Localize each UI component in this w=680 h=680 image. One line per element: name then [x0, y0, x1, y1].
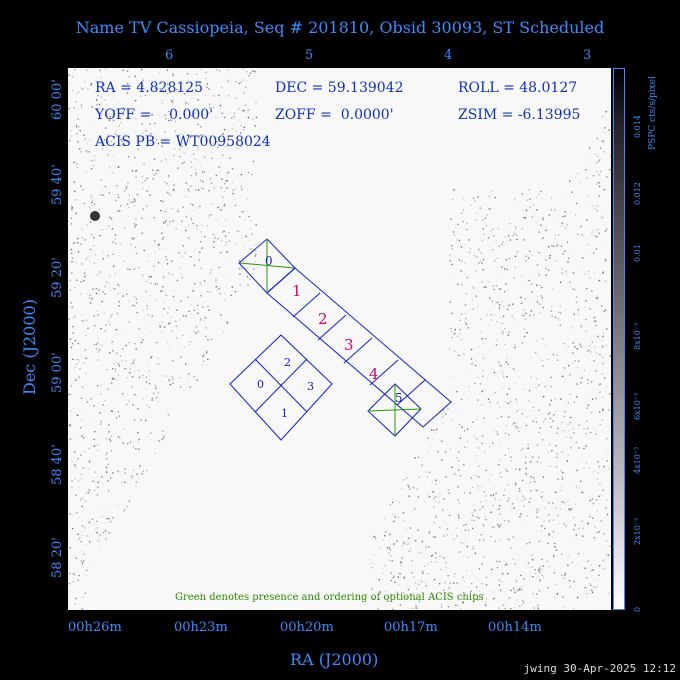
colorbar-tick-label: 4x10⁻³ — [633, 446, 642, 474]
x-tick-label: 00h26m — [68, 620, 122, 635]
x-tick-label: 00h20m — [280, 620, 334, 635]
y-tick-label: 59 20' — [50, 257, 65, 298]
acis-s-chip-label: 1 — [292, 282, 302, 300]
colorbar-tick-label: 0 — [633, 606, 642, 612]
y-tick-label: 58 40' — [50, 444, 65, 485]
acis-i-chip-label: 1 — [281, 407, 288, 420]
y-tick-label: 59 00' — [50, 352, 65, 393]
info-zsim: ZSIM = -6.13995 — [458, 107, 581, 123]
top-tick-label: 3 — [583, 48, 592, 63]
y-tick-label: 58 20' — [50, 537, 65, 578]
chip-divider — [266, 267, 296, 294]
acis-i-chip-label: 2 — [284, 356, 291, 369]
bright-source — [90, 211, 100, 221]
acis-s-chip-label: 2 — [318, 310, 328, 328]
colorbar-tick-label: 0.01 — [633, 244, 642, 262]
x-tick-label: 00h23m — [174, 620, 228, 635]
footnote: Green denotes presence and ordering of o… — [175, 592, 484, 603]
acis-s-chip-label: 3 — [344, 336, 354, 354]
chip-divider — [292, 292, 321, 318]
acis-i-chip-label: 3 — [307, 380, 314, 393]
x-tick-label: 00h14m — [488, 620, 542, 635]
acis-s-chip-label: 5 — [395, 391, 403, 405]
info-zoff: ZOFF = 0.0000' — [275, 107, 394, 123]
x-tick-label: 00h17m — [384, 620, 438, 635]
y-tick-label: 59 40' — [50, 164, 65, 205]
info-roll: ROLL = 48.0127 — [458, 80, 578, 96]
y-axis-label: Dec (J2000) — [20, 299, 39, 395]
timestamp: jwing 30-Apr-2025 12:12 — [523, 662, 676, 675]
chart-title: Name TV Cassiopeia, Seq # 201810, Obsid … — [75, 18, 605, 37]
y-tick-label: 60 00' — [50, 79, 65, 120]
colorbar-label: PSPC cts/s/pixel — [648, 76, 658, 150]
acis-i-chip-label: 0 — [257, 378, 264, 391]
sky-noise — [68, 68, 611, 610]
colorbar-tick-label: 0.014 — [633, 115, 642, 138]
acis-i-array — [229, 334, 333, 441]
x-axis-label: RA (J2000) — [290, 650, 379, 669]
acis-s-chip-label: 4 — [369, 365, 379, 383]
info-yoff: YOFF = 0.000' — [95, 107, 214, 123]
colorbar-tick-label: 6x10⁻³ — [633, 392, 642, 420]
chip-divider — [254, 358, 308, 413]
chip-divider — [396, 379, 426, 406]
info-acis: ACIS PB = WT00958024 — [95, 134, 271, 150]
top-tick-label: 5 — [305, 48, 314, 63]
colorbar-tick-label: 2x10⁻³ — [633, 517, 642, 545]
colorbar — [613, 68, 625, 610]
info-ra: RA = 4.828125 — [95, 80, 204, 96]
acis-s-chip-label: 0 — [265, 254, 273, 268]
info-dec: DEC = 59.139042 — [275, 80, 404, 96]
chip-divider — [317, 314, 347, 341]
top-tick-label: 4 — [444, 48, 453, 63]
colorbar-tick-label: 8x10⁻³ — [633, 322, 642, 350]
colorbar-tick-label: 0.012 — [633, 182, 642, 205]
top-tick-label: 6 — [165, 48, 174, 63]
chip-divider — [369, 359, 399, 386]
chip-divider — [343, 337, 373, 364]
